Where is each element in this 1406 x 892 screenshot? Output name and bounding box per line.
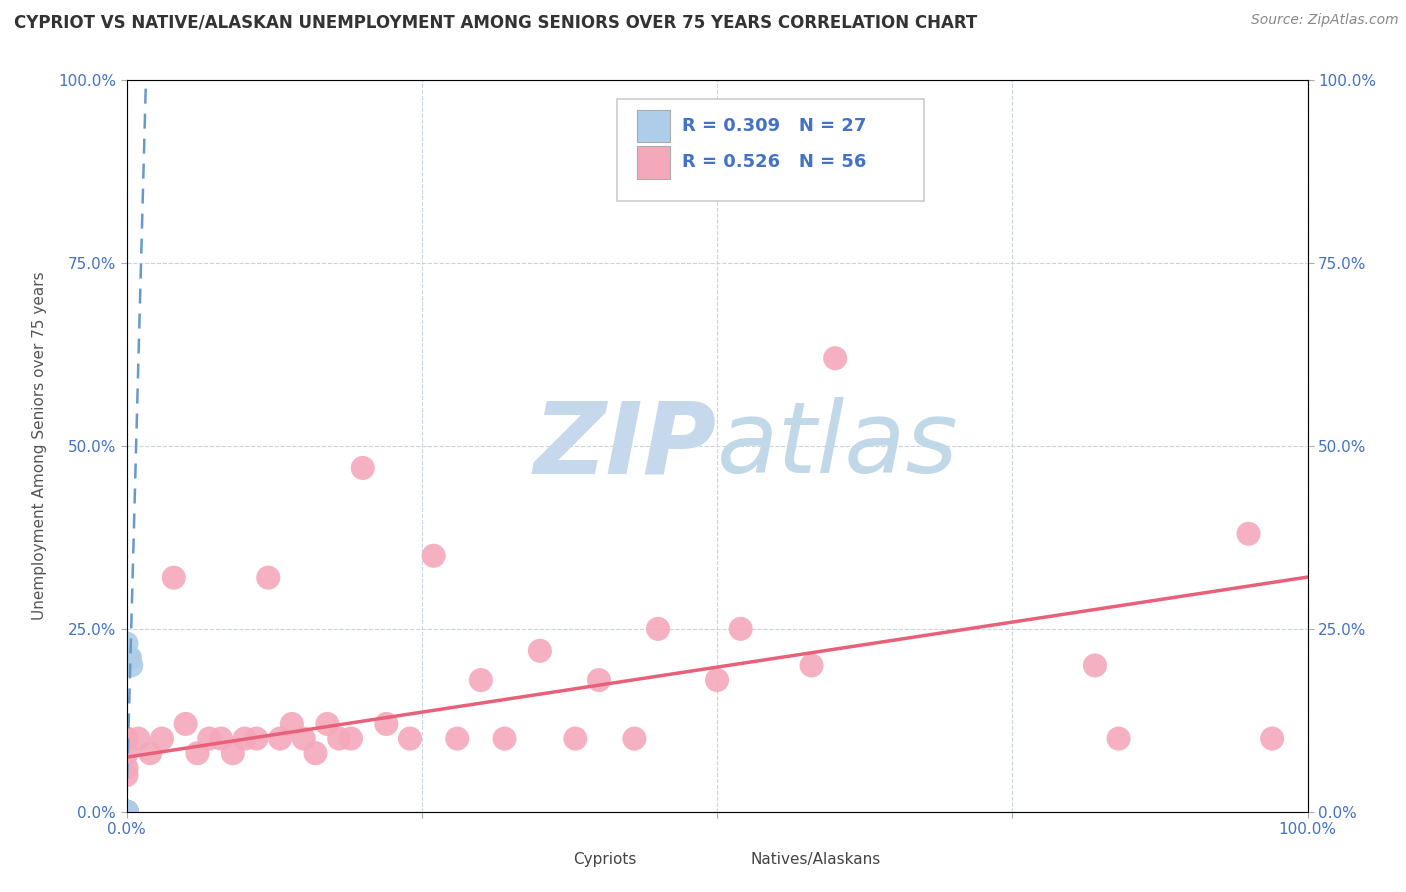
Point [269, 731, 291, 746]
Point [115, 768, 138, 782]
Point [120, 651, 142, 665]
Point [115, 805, 138, 819]
Point [115, 731, 138, 746]
Point [1261, 731, 1284, 746]
Point [1108, 731, 1130, 746]
Point [730, 622, 752, 636]
Point [150, 731, 173, 746]
Point [115, 636, 138, 650]
Point [316, 717, 339, 731]
Point [115, 805, 138, 819]
Point [115, 805, 138, 819]
Point [115, 805, 138, 819]
Point [588, 673, 610, 687]
Text: CYPRIOT VS NATIVE/ALASKAN UNEMPLOYMENT AMONG SENIORS OVER 75 YEARS CORRELATION C: CYPRIOT VS NATIVE/ALASKAN UNEMPLOYMENT A… [14, 13, 977, 31]
Point [115, 746, 138, 760]
Point [127, 731, 149, 746]
Point [304, 746, 326, 760]
Point [115, 805, 138, 819]
Point [352, 461, 374, 475]
Point [375, 717, 398, 731]
Point [470, 673, 492, 687]
Point [115, 805, 138, 819]
Point [115, 761, 138, 775]
Point [186, 746, 208, 760]
Point [115, 805, 138, 819]
Point [139, 746, 162, 760]
Point [115, 805, 138, 819]
Text: ZIP: ZIP [534, 398, 717, 494]
Point [115, 805, 138, 819]
Text: Natives/Alaskans: Natives/Alaskans [751, 852, 880, 867]
Point [292, 731, 315, 746]
Point [115, 805, 138, 819]
FancyBboxPatch shape [637, 146, 669, 179]
Point [118, 651, 141, 665]
FancyBboxPatch shape [637, 110, 669, 143]
Point [115, 805, 138, 819]
Point [115, 805, 138, 819]
Point [115, 805, 138, 819]
Point [222, 746, 245, 760]
Point [257, 571, 280, 585]
Point [494, 731, 516, 746]
Point [115, 805, 138, 819]
Point [115, 805, 138, 819]
Point [115, 805, 138, 819]
Point [399, 731, 422, 746]
Point [115, 731, 138, 746]
Point [115, 805, 138, 819]
Point [174, 717, 197, 731]
Point [209, 731, 232, 746]
Text: Source: ZipAtlas.com: Source: ZipAtlas.com [1251, 13, 1399, 28]
FancyBboxPatch shape [717, 847, 742, 874]
Point [120, 658, 142, 673]
Point [198, 731, 221, 746]
Point [233, 731, 256, 746]
Point [647, 622, 669, 636]
Point [422, 549, 444, 563]
Point [706, 673, 728, 687]
Point [163, 571, 186, 585]
Point [340, 731, 363, 746]
Point [115, 805, 138, 819]
Point [115, 805, 138, 819]
Point [1084, 658, 1107, 673]
Text: atlas: atlas [717, 398, 959, 494]
Y-axis label: Unemployment Among Seniors over 75 years: Unemployment Among Seniors over 75 years [32, 272, 46, 620]
Point [115, 805, 138, 819]
Point [115, 805, 138, 819]
Point [529, 644, 551, 658]
Point [115, 805, 138, 819]
Point [115, 805, 138, 819]
Point [115, 805, 138, 819]
Point [115, 805, 138, 819]
Point [564, 731, 586, 746]
Text: Cypriots: Cypriots [574, 852, 637, 867]
Point [281, 717, 304, 731]
Point [115, 805, 138, 819]
Point [446, 731, 468, 746]
Point [115, 805, 138, 819]
Point [1237, 526, 1260, 541]
FancyBboxPatch shape [540, 847, 565, 874]
Point [800, 658, 823, 673]
Point [824, 351, 846, 366]
Point [115, 805, 138, 819]
Point [115, 805, 138, 819]
Point [115, 805, 138, 819]
Point [115, 805, 138, 819]
Point [328, 731, 350, 746]
Point [115, 805, 138, 819]
Point [245, 731, 267, 746]
Point [115, 805, 138, 819]
Point [115, 805, 138, 819]
Text: R = 0.309   N = 27: R = 0.309 N = 27 [682, 117, 866, 135]
Point [623, 731, 645, 746]
Point [115, 805, 138, 819]
Text: R = 0.526   N = 56: R = 0.526 N = 56 [682, 153, 866, 171]
FancyBboxPatch shape [617, 99, 924, 201]
